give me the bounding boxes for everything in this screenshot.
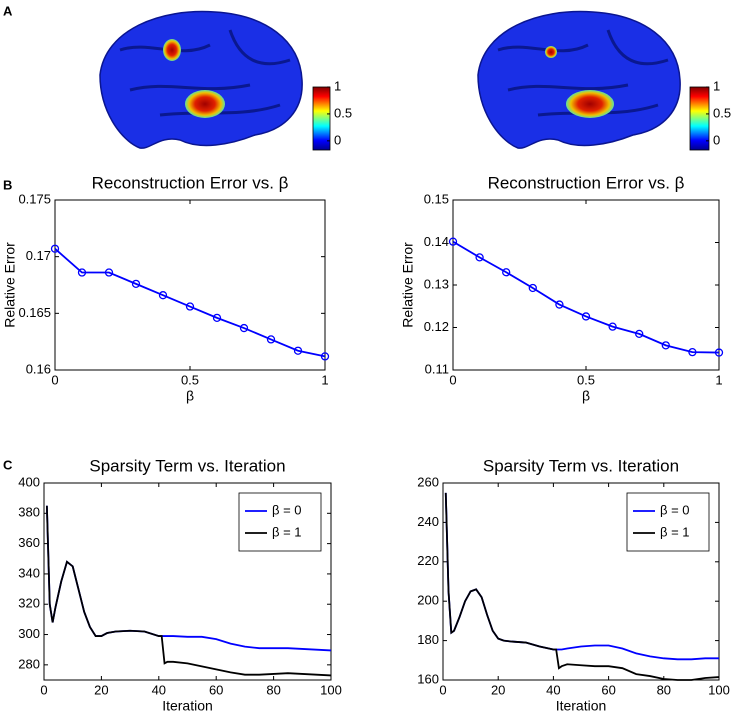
panel-label: B [3,177,12,192]
y-tick-label: 0.11 [425,361,449,376]
brain-left [99,10,303,149]
line [54,248,326,358]
legend-label: β = 1 [660,524,690,539]
y-tick-label: 360 [18,535,40,550]
marker [293,346,303,355]
y-tick-label: 260 [417,474,439,489]
marker [608,322,617,331]
y-tick-label: 280 [18,656,40,671]
marker [581,312,591,321]
x-tick-label: 0 [449,372,456,387]
colorbar [689,86,710,151]
colorbar-tick-label: 1 [334,78,341,93]
marker [688,347,697,357]
y-tick-label: 0.15 [424,191,449,206]
panel-label: C [3,457,13,472]
y-tick-label: 220 [417,553,439,568]
x-tick-label: 1 [715,372,722,387]
marker [158,291,168,300]
x-tick-label: 100 [708,682,730,697]
y-tick-label: 340 [18,565,40,580]
x-axis-label: Iteration [556,698,607,714]
legend-label: β = 0 [660,502,690,517]
legend [238,492,322,552]
y-tick-label: 240 [417,514,439,529]
line [452,240,720,354]
x-axis-label: β [582,388,590,404]
colorbar-tick-label: 0 [334,132,341,147]
legend [626,492,710,552]
y-tick-label: 0.17 [26,248,51,263]
x-tick-label: 100 [320,682,342,697]
chart-title: Reconstruction Error vs. β [488,173,685,192]
colorbar-tick-label: 0.5 [334,105,352,120]
marker [635,329,644,339]
marker [239,323,249,333]
y-tick-label: 380 [18,505,40,520]
marker [448,237,458,246]
marker [661,341,670,350]
line [444,492,720,681]
y-tick-label: 160 [417,671,439,686]
marker [320,352,330,361]
plot-area [452,199,720,371]
y-tick-label: 180 [417,632,439,647]
x-tick-label: 80 [266,682,280,697]
x-tick-label: 60 [209,682,223,697]
y-tick-label: 320 [18,596,40,611]
y-tick-label: 0.16 [26,361,51,376]
x-tick-label: 40 [546,682,560,697]
marker [104,268,114,277]
marker [185,302,195,311]
line [45,505,332,677]
chart-title: Reconstruction Error vs. β [92,173,289,192]
marker [50,244,60,253]
y-axis-label: Relative Error [400,242,416,328]
colorbar-tick-label: 0 [713,132,720,147]
y-tick-label: 300 [18,626,40,641]
y-tick-label: 0.175 [18,191,51,206]
y-tick-label: 0.12 [424,319,449,334]
plot-area [54,199,326,371]
brain-right [477,10,681,149]
y-tick-label: 0.14 [424,234,449,249]
x-tick-label: 1 [321,372,328,387]
x-tick-label: 0 [40,682,47,697]
chart-title: Sparsity Term vs. Iteration [89,456,285,475]
x-tick-label: 0 [439,682,446,697]
y-tick-label: 0.165 [18,305,51,320]
x-axis-label: Iteration [162,698,213,714]
x-tick-label: 60 [601,682,615,697]
x-tick-label: 40 [152,682,166,697]
panel-label: A [3,3,13,18]
y-axis-label: Relative Error [2,242,18,328]
marker [502,268,511,277]
x-tick-label: 0.5 [577,372,595,387]
marker [528,283,537,293]
marker [77,268,87,277]
x-tick-label: 20 [491,682,505,697]
x-axis-label: β [186,388,194,404]
y-tick-label: 200 [417,593,439,608]
marker [212,313,222,323]
colorbar [312,86,331,151]
marker [714,348,724,357]
legend-label: β = 1 [272,524,302,539]
colorbar-tick-label: 0.5 [713,105,731,120]
y-tick-label: 400 [18,474,40,489]
marker [131,279,141,289]
legend-label: β = 0 [272,502,302,517]
x-tick-label: 0.5 [181,372,199,387]
x-tick-label: 80 [657,682,671,697]
marker [475,253,484,262]
x-tick-label: 0 [51,372,58,387]
marker [266,335,276,344]
marker [555,300,564,309]
colorbar-tick-label: 1 [713,78,720,93]
y-tick-label: 0.13 [424,276,449,291]
x-tick-label: 20 [94,682,108,697]
chart-title: Sparsity Term vs. Iteration [483,456,679,475]
